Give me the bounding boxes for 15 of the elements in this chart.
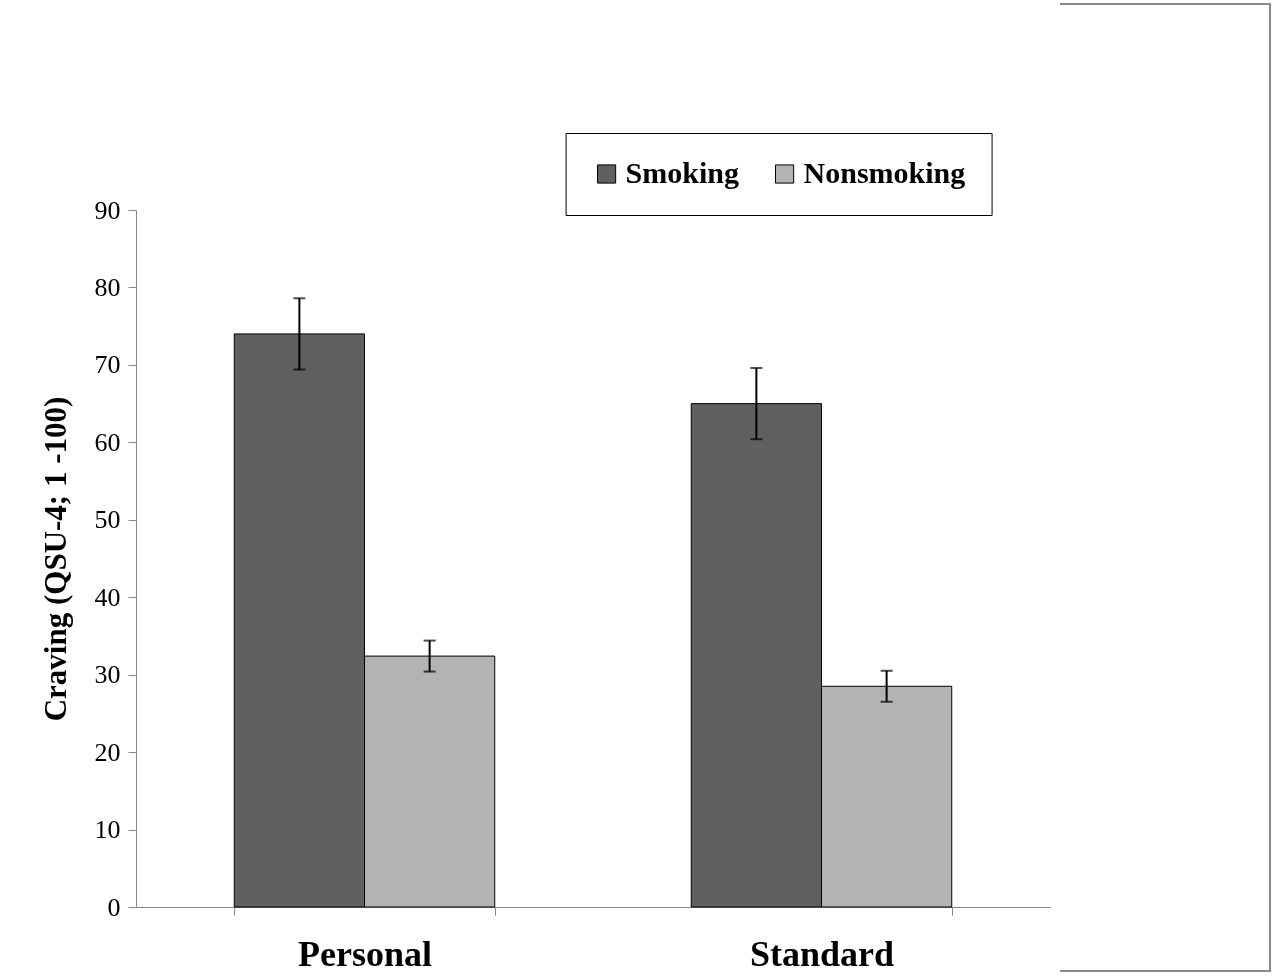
y-tick-label: 0 — [107, 892, 121, 922]
y-tick-label: 40 — [94, 582, 121, 612]
x-tick-label: Personal — [298, 933, 432, 974]
y-tick-label: 30 — [94, 660, 121, 690]
x-tick-label: Standard — [749, 933, 895, 974]
y-tick-label: 20 — [94, 737, 121, 767]
y-tick-label: 10 — [94, 815, 121, 845]
legend-label: Nonsmoking — [803, 156, 966, 189]
y-tick-label: 90 — [94, 195, 121, 225]
y-axis-title: Craving (QSU-4; 1 -100) — [37, 396, 73, 722]
y-tick-label: 70 — [94, 350, 121, 380]
y-tick-label: 50 — [94, 505, 121, 535]
y-tick-label: 80 — [94, 272, 121, 302]
legend-label: Smoking — [625, 156, 739, 189]
y-tick-label: 60 — [94, 427, 121, 457]
